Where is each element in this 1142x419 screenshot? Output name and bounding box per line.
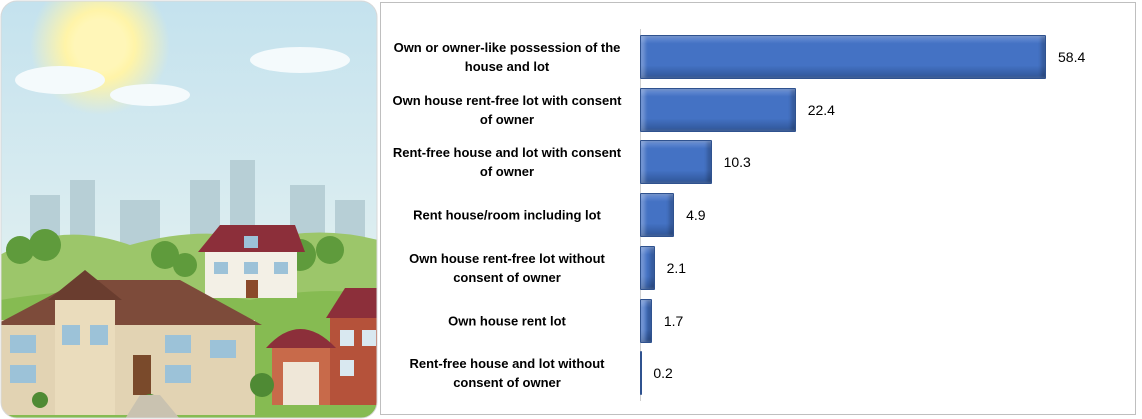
illustration bbox=[0, 0, 378, 419]
value-label: 4.9 bbox=[686, 207, 705, 223]
category-label: Own house rent-free lot without consent … bbox=[387, 249, 627, 287]
value-label: 58.4 bbox=[1058, 49, 1085, 65]
value-label: 10.3 bbox=[724, 154, 751, 170]
bar bbox=[640, 140, 712, 184]
bar bbox=[640, 246, 655, 290]
bar bbox=[640, 299, 652, 343]
category-label: Own house rent lot bbox=[387, 311, 627, 330]
value-label: 0.2 bbox=[653, 365, 672, 381]
value-label: 1.7 bbox=[664, 313, 683, 329]
category-label: Own house rent-free lot with consent of … bbox=[387, 91, 627, 129]
bar bbox=[640, 35, 1046, 79]
bar bbox=[640, 193, 674, 237]
value-label: 22.4 bbox=[808, 102, 835, 118]
bar bbox=[640, 88, 796, 132]
page: Own or owner-like possession of the hous… bbox=[0, 0, 1142, 419]
category-label: Rent-free house and lot with consent of … bbox=[387, 143, 627, 181]
category-label: Rent-free house and lot without consent … bbox=[387, 354, 627, 392]
bar bbox=[640, 351, 642, 395]
category-label: Own or owner-like possession of the hous… bbox=[387, 38, 627, 76]
category-label: Rent house/room including lot bbox=[387, 206, 627, 225]
value-label: 2.1 bbox=[667, 260, 686, 276]
